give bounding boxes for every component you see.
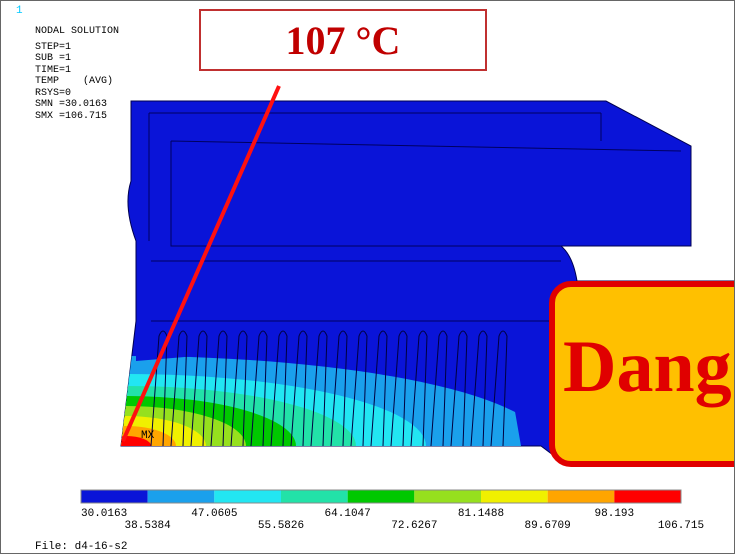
legend-swatch bbox=[414, 490, 481, 503]
legend-label: 55.5826 bbox=[258, 520, 304, 532]
marker-label: MX bbox=[141, 430, 155, 442]
info-line: TEMP (AVG) bbox=[35, 77, 113, 87]
info-line: SMX =106.715 bbox=[35, 112, 107, 122]
legend-label: 89.6709 bbox=[525, 520, 571, 532]
legend-swatch bbox=[81, 490, 148, 503]
legend-label: 72.6267 bbox=[391, 520, 437, 532]
legend-label: 38.5384 bbox=[125, 520, 172, 532]
info-line: TIME=1 bbox=[35, 66, 71, 76]
legend-swatch bbox=[214, 490, 281, 503]
legend-label: 106.715 bbox=[658, 520, 704, 532]
info-line: RSYS=0 bbox=[35, 89, 71, 99]
legend-label: 47.0605 bbox=[191, 508, 237, 520]
legend-label: 98.193 bbox=[595, 508, 635, 520]
legend-swatch bbox=[548, 490, 615, 503]
callout-box: 107 °C bbox=[199, 9, 487, 71]
legend-swatch bbox=[148, 490, 215, 503]
legend-swatch bbox=[348, 490, 415, 503]
info-line: NODAL SOLUTION bbox=[35, 27, 119, 37]
legend-swatch bbox=[281, 490, 348, 503]
legend-swatch bbox=[481, 490, 548, 503]
legend-label: 81.1488 bbox=[458, 508, 504, 520]
info-line: SUB =1 bbox=[35, 54, 71, 64]
warning-box: Dang bbox=[549, 281, 735, 467]
info-line: STEP=1 bbox=[35, 43, 71, 53]
legend-swatch bbox=[614, 490, 681, 503]
window-number: 1 bbox=[16, 5, 23, 17]
screenshot: MX 1 30.016338.5384 47.0605 55.5826 64.1047… bbox=[0, 0, 735, 554]
info-line: SMN =30.0163 bbox=[35, 100, 107, 110]
file-name: File: d4-16-s2 bbox=[35, 541, 127, 553]
legend-label: 64.1047 bbox=[325, 508, 371, 520]
legend-label: 30.0163 bbox=[81, 508, 127, 520]
